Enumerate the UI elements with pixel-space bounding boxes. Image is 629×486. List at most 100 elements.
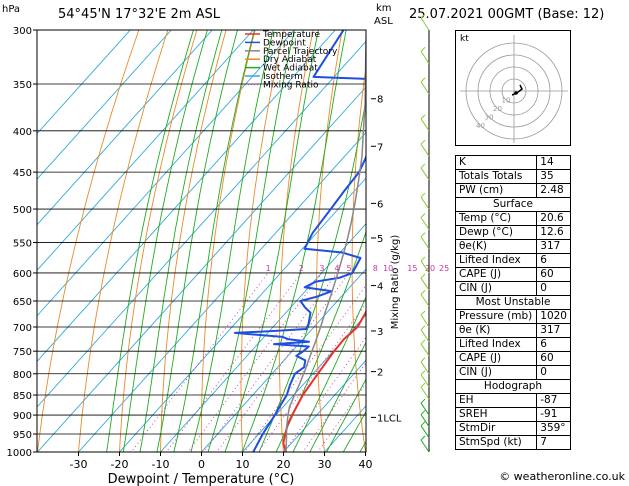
credit-text: © weatheronline.co.uk [499, 470, 625, 483]
isotherm-line [37, 86, 366, 452]
indices-row: CAPE (J) 60 [454, 267, 571, 282]
mixing-ratio-label: 1 [266, 264, 271, 273]
x-tick-label: 10 [236, 458, 250, 471]
x-tick-label: -10 [152, 458, 170, 471]
y-tick-label: 500 [13, 205, 32, 216]
legend-label: Dewpoint [263, 38, 306, 48]
wet-adiabat-line [139, 30, 223, 452]
indices-value: 60 [536, 267, 571, 282]
wind-barb [420, 114, 430, 132]
indices-value: 7 [536, 435, 571, 450]
km-tick-label: 4 [377, 282, 383, 293]
wind-barb [420, 382, 430, 400]
indices-row: Pressure (mb) 1020 [454, 309, 571, 324]
x-tick-label: 0 [198, 458, 205, 471]
dry-adiabat-line [160, 30, 227, 452]
wet-adiabat-line [309, 341, 366, 452]
indices-value: 14 [536, 155, 571, 170]
indices-label: θe(K) [454, 239, 538, 254]
plot-frame [36, 29, 367, 453]
unit-km: km [376, 3, 392, 14]
isotherm-line [37, 30, 213, 226]
dry-adiabat-line [278, 30, 314, 452]
indices-value: 60 [536, 351, 571, 366]
wind-barb [420, 192, 430, 210]
wind-barb [420, 339, 430, 357]
unit-hpa: hPa [2, 4, 21, 15]
indices-label: StmSpd (kt) [454, 435, 538, 450]
x-tick-label: -30 [70, 458, 88, 471]
location-title: 54°45'N 17°32'E 2m ASL [58, 7, 220, 22]
datetime-title: 25.07.2021 00GMT (Base: 12) [409, 7, 605, 22]
indices-row: Lifted Index 6 [454, 337, 571, 352]
wind-barb [420, 139, 430, 157]
wind-barb [420, 163, 430, 181]
wind-barb [420, 398, 430, 416]
indices-row: StmSpd (kt) 7 [454, 435, 571, 450]
x-tick-label: 30 [318, 458, 332, 471]
indices-row: θe (K) 317 [454, 323, 571, 338]
wind-barb [420, 357, 430, 375]
indices-section-title: Hodograph [455, 379, 571, 394]
isotherm-line [241, 314, 366, 452]
dry-adiabat-line [351, 63, 366, 452]
legend-label: Mixing Ratio [263, 80, 319, 90]
mixing-ratio-line [203, 272, 338, 452]
indices-label: StmDir [454, 421, 538, 436]
wet-adiabat-line [224, 30, 319, 452]
wind-barb [420, 256, 430, 274]
mixing-ratio-line [244, 284, 366, 452]
mixing-ratio-label: 3 [319, 264, 324, 273]
indices-label: K [454, 155, 538, 170]
indices-value: 0 [536, 281, 571, 296]
wet-adiabat-line [207, 30, 295, 452]
indices-row: θe(K) 317 [454, 239, 571, 254]
indices-section-header: Most Unstable [455, 295, 571, 310]
legend-label: Dry Adiabat [263, 55, 317, 65]
mixing-ratio-line [302, 362, 366, 452]
legend-label: Parcel Trajectory [263, 47, 338, 57]
wind-barb [420, 325, 430, 342]
indices-label: Temp (°C) [454, 211, 538, 226]
y-tick-label: 550 [13, 238, 32, 249]
y-tick-label: 800 [13, 370, 32, 381]
mixing-ratio-label: 15 [407, 264, 417, 273]
wind-barb [420, 47, 430, 64]
isotherm-line [282, 359, 366, 452]
wet-adiabat-line [292, 295, 366, 452]
dry-adiabat-line [575, 30, 629, 469]
wind-barb [420, 310, 430, 328]
temperature-line [282, 309, 366, 452]
wet-adiabat-line [342, 410, 366, 452]
indices-row: Totals Totals 35 [454, 169, 571, 184]
x-tick-label: 20 [277, 458, 291, 471]
wet-adiabat-line [173, 30, 255, 452]
mixing-ratio-line [130, 272, 269, 452]
indices-label: Totals Totals [454, 169, 538, 184]
dewpoint-line [233, 30, 366, 452]
indices-row: CIN (J) 0 [454, 365, 571, 380]
indices-label: Pressure (mb) [454, 309, 538, 324]
wet-adiabat-line [326, 378, 366, 452]
dry-adiabat-line [420, 30, 451, 469]
wet-adiabat-line [106, 30, 194, 452]
hodograph-ring-label: 30 [485, 113, 494, 121]
y-tick-label: 950 [13, 430, 32, 441]
indices-row: CAPE (J) 60 [454, 351, 571, 366]
indices-row: CIN (J) 0 [454, 281, 571, 296]
dry-adiabat-line [604, 30, 629, 469]
mixing-ratio-line [257, 302, 366, 452]
mixing-ratio-label: 2 [299, 264, 304, 273]
wind-barb [420, 410, 430, 427]
y-tick-label: 350 [13, 80, 32, 91]
indices-value: 20.6 [536, 211, 571, 226]
y-tick-label: 700 [13, 323, 32, 334]
indices-value: 12.6 [536, 225, 571, 240]
isotherm-line [37, 30, 254, 272]
indices-label: CAPE (J) [454, 351, 538, 366]
y-tick-label: 600 [13, 269, 32, 280]
indices-label: PW (cm) [454, 183, 538, 198]
indices-row: StmDir 359° [454, 421, 571, 436]
mixing-ratio-label: 25 [439, 264, 449, 273]
wind-barb [420, 370, 430, 387]
